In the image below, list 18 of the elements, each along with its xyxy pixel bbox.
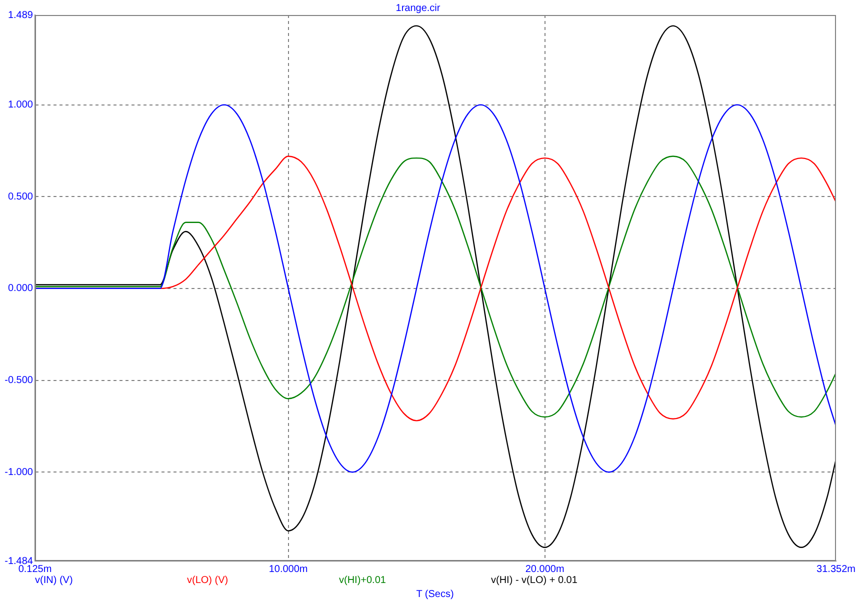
x-tick-label: 0.125m	[18, 564, 52, 575]
text: v(HI)+0.01	[339, 575, 386, 586]
text: v(LO) (V)	[187, 575, 228, 586]
chart-title: 1range.cir	[396, 2, 441, 14]
text: v(HI) - v(LO) + 0.01	[491, 575, 578, 586]
line-series	[35, 104, 836, 473]
x-tick-label: 10.000m	[268, 564, 308, 575]
y-tick-label: -1.000	[4, 466, 34, 478]
line-series	[35, 25, 836, 548]
y-tick-label: 1.489	[8, 10, 34, 21]
y-tick-label: 0.000	[8, 283, 34, 294]
text: v(IN) (V)	[35, 575, 73, 586]
x-tick-label: 31.352m	[816, 564, 856, 575]
y-tick-label: -0.500	[4, 375, 34, 386]
x-tick-label: 20.000m	[525, 564, 564, 575]
y-tick-label: 0.500	[8, 191, 34, 202]
y-tick-label: 1.000	[8, 100, 34, 111]
x-axis-title: T (Secs)	[415, 589, 455, 600]
